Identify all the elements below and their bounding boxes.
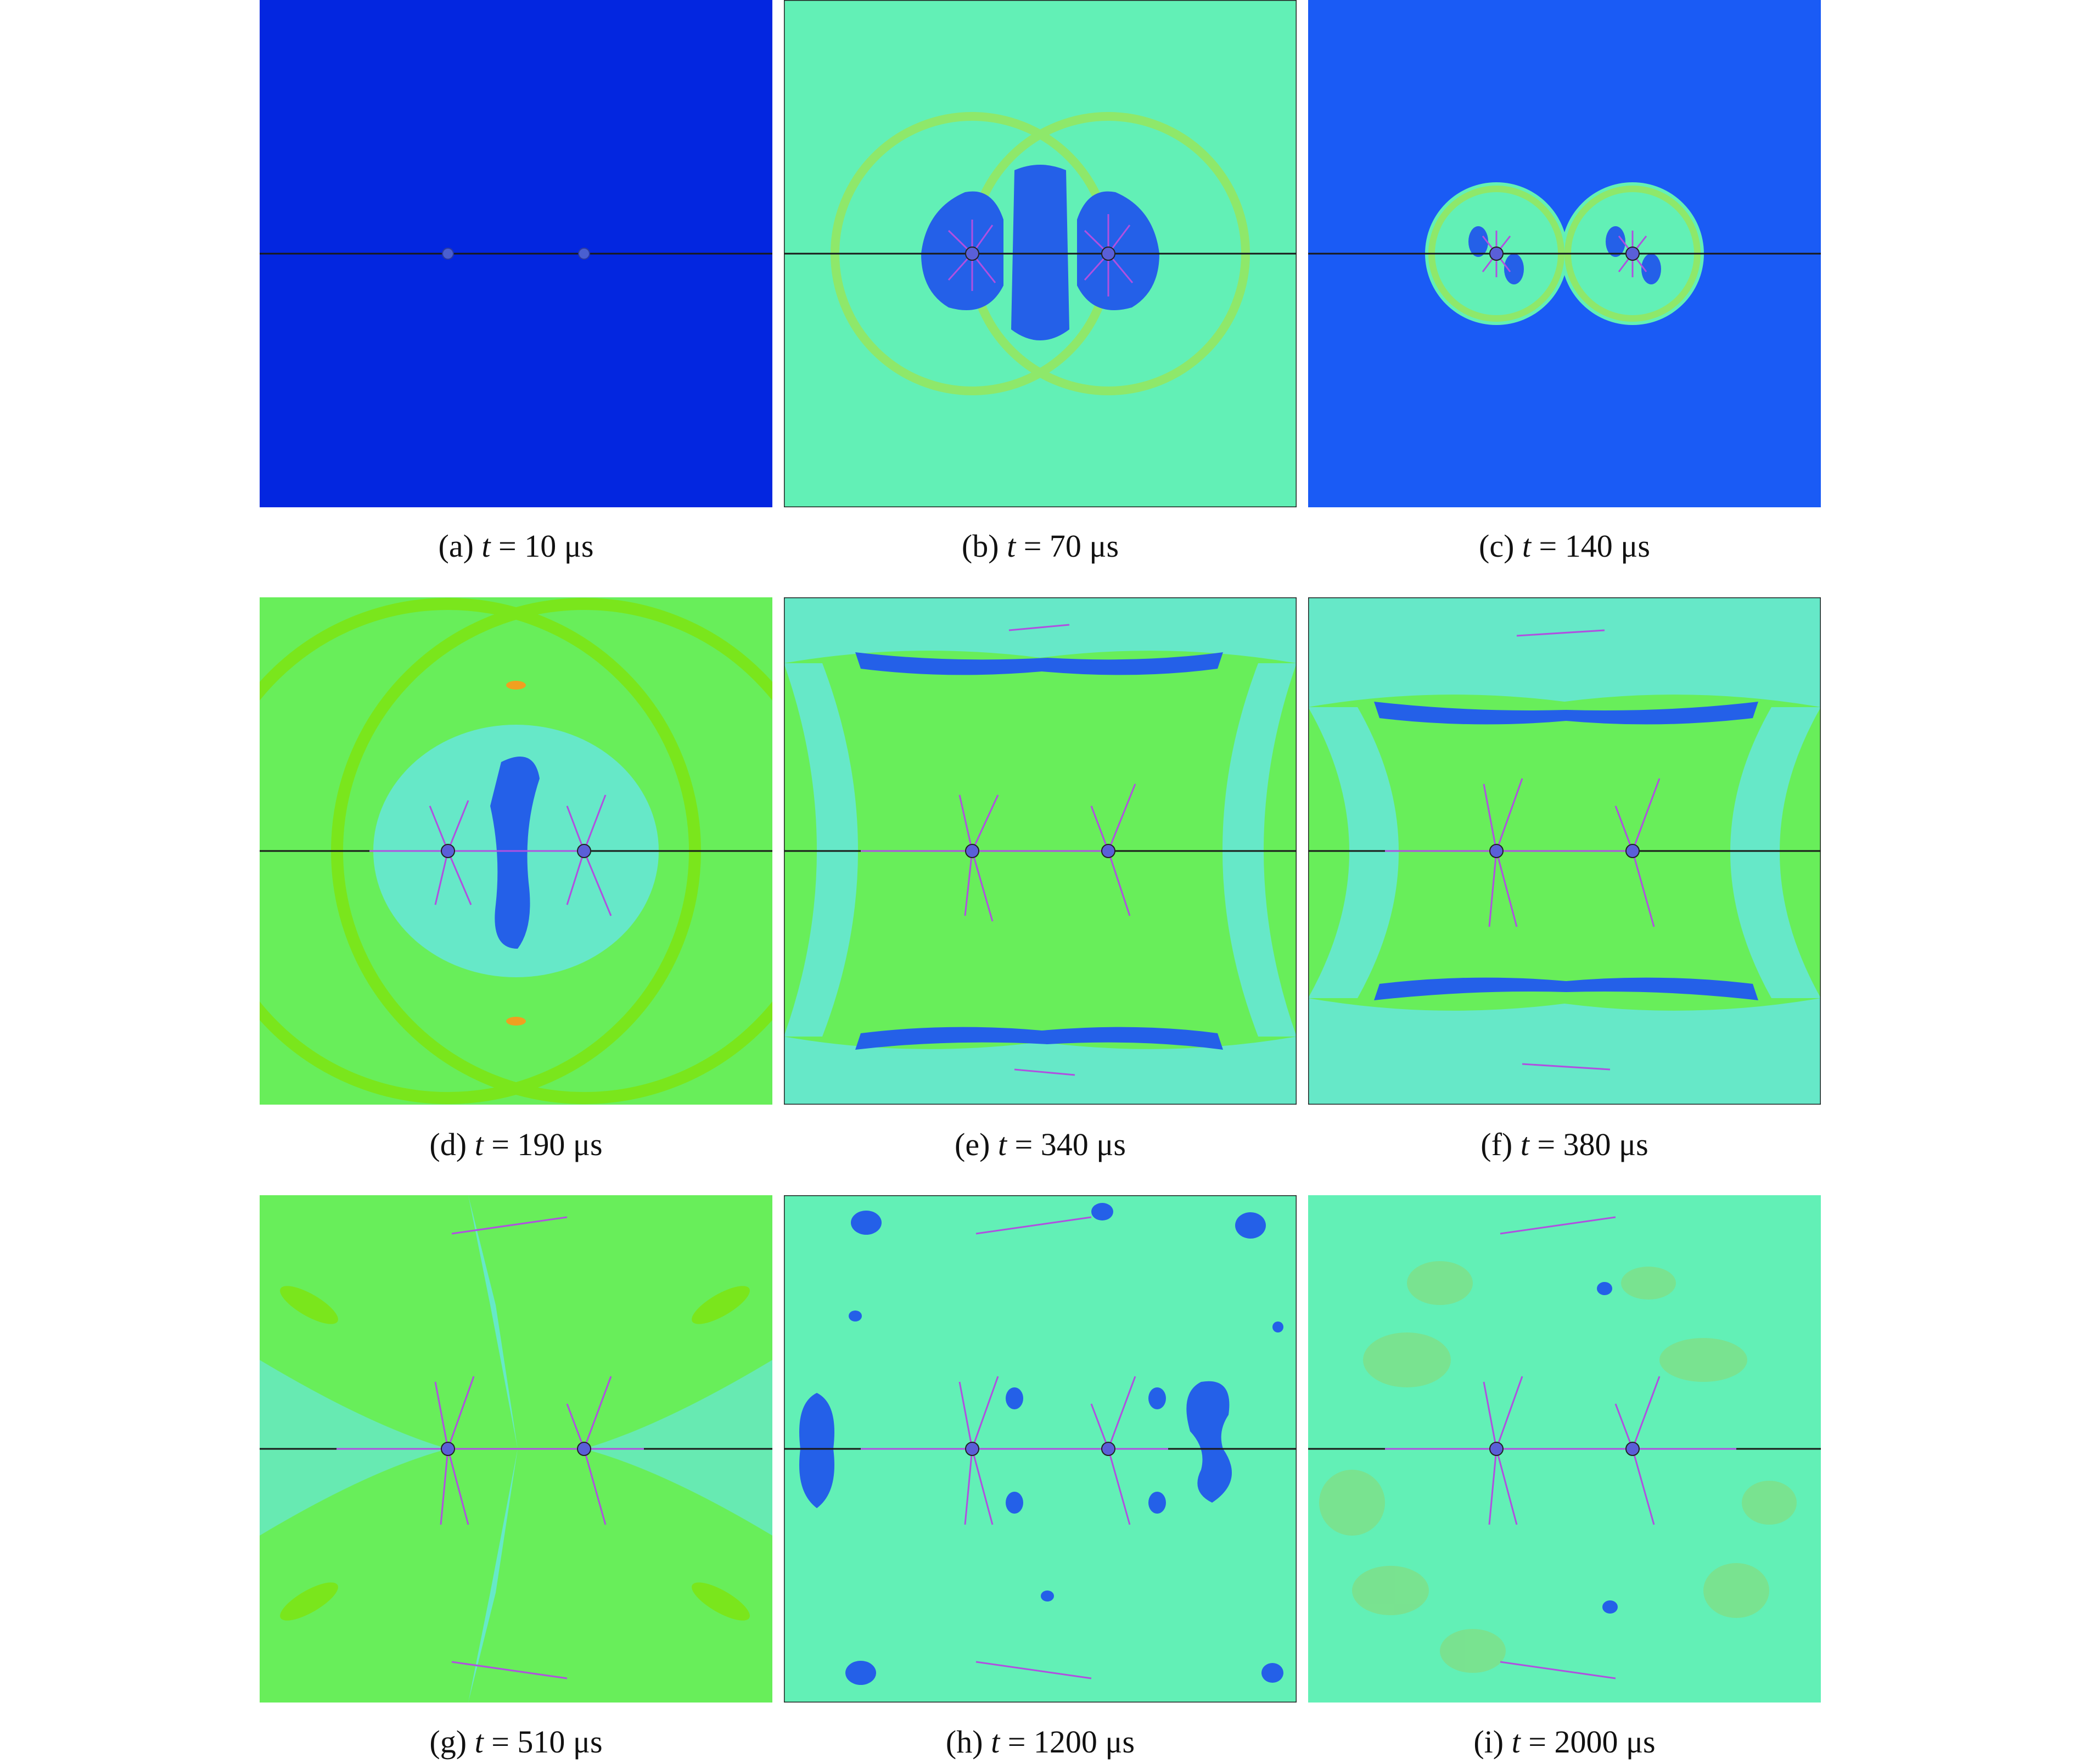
caption-g: (g) t = 510 μs (429, 1724, 603, 1760)
panel-i-svg (1308, 1195, 1821, 1703)
panel-f-image (1308, 597, 1821, 1105)
caption-c: (c) t = 140 μs (1479, 528, 1650, 564)
caption-a: (a) t = 10 μs (438, 528, 594, 564)
panel-b-image (784, 0, 1297, 507)
panel-b-svg (784, 0, 1297, 507)
panel-h-image (784, 1195, 1297, 1703)
panel-d-image (260, 597, 772, 1105)
caption-d: (d) t = 190 μs (429, 1127, 603, 1162)
caption-f: (f) t = 380 μs (1480, 1127, 1648, 1162)
panel-e-image (784, 597, 1297, 1105)
panel-d-svg (260, 597, 772, 1105)
panel-i-image (1308, 1195, 1821, 1703)
panel-f-svg (1308, 597, 1821, 1105)
caption-e: (e) t = 340 μs (955, 1127, 1126, 1162)
panel-g-image (260, 1195, 772, 1703)
panel-a-image (260, 0, 772, 507)
panel-e-svg (784, 597, 1297, 1105)
caption-b: (b) t = 70 μs (961, 528, 1119, 564)
panel-g-svg (260, 1195, 772, 1703)
panel-a-svg (260, 0, 772, 507)
panel-h-svg (784, 1195, 1297, 1703)
caption-i: (i) t = 2000 μs (1473, 1724, 1656, 1760)
borehole-right-marker (578, 248, 590, 260)
borehole-left-marker (442, 248, 454, 260)
panel-c-image (1308, 0, 1821, 507)
caption-h: (h) t = 1200 μs (945, 1724, 1135, 1760)
panel-c-svg (1308, 0, 1821, 507)
